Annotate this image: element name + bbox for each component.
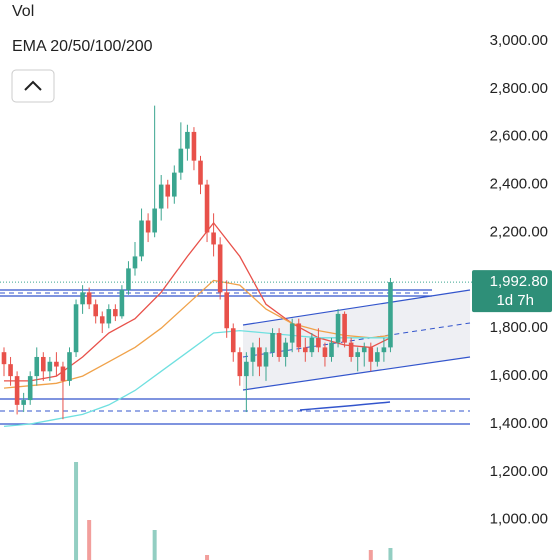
volume-bar xyxy=(152,530,157,560)
candle-body xyxy=(388,282,393,348)
channel-line xyxy=(242,356,471,391)
candle-body xyxy=(106,309,112,324)
candle-body xyxy=(276,333,282,357)
y-tick-label: 1,000.00 xyxy=(490,511,548,528)
candle-body xyxy=(211,232,216,245)
candle-body xyxy=(250,347,256,362)
candle-body xyxy=(93,304,98,317)
y-tick-label: 2,600.00 xyxy=(490,128,548,145)
candle-body xyxy=(322,347,328,357)
candle-body xyxy=(342,313,347,343)
candle-body xyxy=(126,268,131,290)
candle-body xyxy=(329,342,334,357)
candle-body xyxy=(67,352,72,381)
candle-body xyxy=(34,356,40,377)
candle-body xyxy=(303,347,308,353)
candle-body xyxy=(244,361,249,377)
candle-body xyxy=(8,364,13,377)
candle-body xyxy=(217,244,223,293)
candle-body xyxy=(1,352,7,365)
candle-body xyxy=(348,342,354,357)
candle-body xyxy=(132,256,138,269)
candle-body xyxy=(80,292,85,305)
last-price-label: 1,992.80 xyxy=(490,273,548,290)
candle-body xyxy=(113,309,118,317)
indicator-label: EMA 20/50/100/200 xyxy=(12,38,153,55)
candle-body xyxy=(47,361,53,372)
candle-body xyxy=(375,352,380,362)
candle-body xyxy=(257,347,262,367)
candle-body xyxy=(99,316,105,324)
candle-body xyxy=(283,342,288,357)
candle-body xyxy=(86,292,92,305)
candle-body xyxy=(165,184,171,197)
last-price-box xyxy=(472,270,552,313)
candle-body xyxy=(309,337,315,353)
candle-body xyxy=(21,400,26,405)
chevron-icon xyxy=(24,80,42,91)
y-tick-label: 1,800.00 xyxy=(490,319,548,336)
chart-title: Vol xyxy=(12,3,34,20)
candle-body xyxy=(316,337,321,348)
drawing xyxy=(299,401,391,411)
candle-body xyxy=(263,352,269,367)
candle-body xyxy=(204,184,210,233)
candle-body xyxy=(355,352,360,357)
candle-body xyxy=(27,376,33,401)
candle-body xyxy=(145,220,151,233)
candle-body xyxy=(172,172,177,197)
y-tick-label: 1,200.00 xyxy=(490,463,548,480)
candle-body xyxy=(230,328,236,353)
candle-body xyxy=(14,376,20,405)
y-tick-label: 2,200.00 xyxy=(490,223,548,240)
candle-body xyxy=(270,333,275,353)
candle-body xyxy=(237,352,243,377)
candle-body xyxy=(119,289,125,317)
candle-body xyxy=(41,356,46,372)
candle-body xyxy=(139,220,144,257)
y-tick-label: 2,400.00 xyxy=(490,176,548,193)
candle-body xyxy=(158,184,164,209)
volume-bar xyxy=(205,555,210,560)
candle-body xyxy=(361,347,367,353)
candle-body xyxy=(178,148,184,173)
candle-body xyxy=(54,361,59,367)
candle-body xyxy=(296,323,302,348)
volume-bar xyxy=(74,462,79,560)
collapse-button[interactable] xyxy=(11,69,55,103)
candle-body xyxy=(73,304,79,353)
candle-body xyxy=(60,366,66,381)
candle-body xyxy=(152,208,157,233)
candle-body xyxy=(381,347,387,353)
ema-line xyxy=(3,329,391,428)
candle-body xyxy=(289,323,295,343)
y-tick-label: 2,800.00 xyxy=(490,80,548,97)
candle-body xyxy=(185,131,190,149)
y-tick-label: 1,600.00 xyxy=(490,367,548,384)
candle-body xyxy=(368,347,374,362)
candle-body xyxy=(198,160,203,185)
countdown-label: 1d 7h xyxy=(496,292,534,309)
channel-line xyxy=(242,289,471,326)
volume-bar xyxy=(388,548,393,560)
candle-body xyxy=(335,313,341,343)
y-tick-label: 3,000.00 xyxy=(490,32,548,49)
marks xyxy=(1,105,393,560)
y-tick-label: 1,400.00 xyxy=(490,415,548,432)
volume-bar xyxy=(87,520,92,560)
candle-body xyxy=(224,292,229,329)
candle-body xyxy=(191,131,197,161)
volume-bar xyxy=(368,550,373,560)
